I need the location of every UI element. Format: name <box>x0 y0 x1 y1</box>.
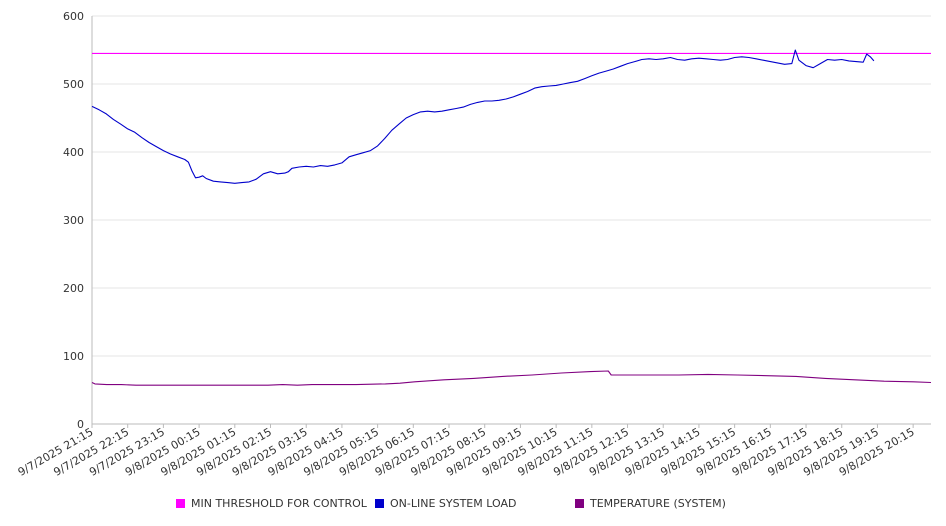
legend-item-temperature[interactable]: TEMPERATURE (SYSTEM) <box>575 497 726 510</box>
y-tick-label: 600 <box>63 10 84 23</box>
y-tick-label: 200 <box>63 282 84 295</box>
legend-label-system-load: ON-LINE SYSTEM LOAD <box>390 497 517 510</box>
y-tick-label: 300 <box>63 214 84 227</box>
y-tick-label: 100 <box>63 350 84 363</box>
x-tick-labels: 9/7/2025 21:159/7/2025 22:159/7/2025 23:… <box>16 425 917 479</box>
y-tick-label: 400 <box>63 146 84 159</box>
y-tick-label: 0 <box>77 418 84 431</box>
series-system-load <box>91 49 875 184</box>
legend-swatch-temperature <box>575 499 584 508</box>
y-tick-label: 500 <box>63 78 84 91</box>
legend-swatch-min-threshold <box>176 499 185 508</box>
series-lines <box>91 49 932 386</box>
grid-lines <box>92 15 931 357</box>
legend: MIN THRESHOLD FOR CONTROL ON-LINE SYSTEM… <box>0 497 946 515</box>
legend-item-min-threshold[interactable]: MIN THRESHOLD FOR CONTROL <box>176 497 367 510</box>
legend-swatch-system-load <box>375 499 384 508</box>
legend-item-system-load[interactable]: ON-LINE SYSTEM LOAD <box>375 497 516 510</box>
legend-label-min-threshold: MIN THRESHOLD FOR CONTROL <box>191 497 367 510</box>
series-temperature <box>91 370 932 386</box>
axes <box>91 16 931 428</box>
legend-label-temperature: TEMPERATURE (SYSTEM) <box>590 497 726 510</box>
y-tick-labels: 0 100 200 300 400 500 600 <box>63 10 84 431</box>
